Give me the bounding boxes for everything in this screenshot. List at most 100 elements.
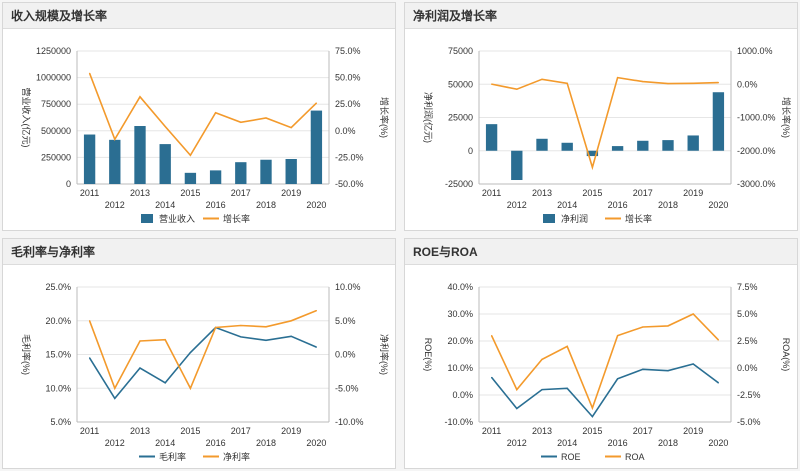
- y-tick-label-right: 7.5%: [737, 282, 758, 292]
- bar: [712, 92, 725, 151]
- x-tick-label: 2016: [608, 200, 628, 210]
- y-tick-label-right: -25.0%: [335, 152, 364, 162]
- point: [566, 345, 568, 347]
- legend-swatch: [141, 214, 153, 223]
- bar: [511, 150, 523, 181]
- bar: [687, 135, 699, 151]
- point: [215, 112, 217, 114]
- point: [164, 382, 166, 384]
- x-tick-label: 2013: [532, 426, 552, 436]
- y-tick-label-right: 0.0%: [737, 79, 758, 89]
- bar: [159, 144, 171, 184]
- x-tick-label: 2018: [658, 200, 678, 210]
- y-tick-label-left: 750000: [41, 99, 71, 109]
- point: [591, 407, 593, 409]
- x-tick-label: 2017: [231, 426, 251, 436]
- point: [290, 335, 292, 337]
- chart-revenue: 0 250000 500000 750000 1000000 1250000 -50.0% -…: [21, 46, 390, 224]
- series-line-0: [490, 363, 719, 418]
- y-tick-label-left: 500000: [41, 126, 71, 136]
- y-tick-label-right: 75.0%: [335, 46, 361, 56]
- point: [617, 378, 619, 380]
- x-tick-label: 2015: [180, 426, 200, 436]
- panel-title: 毛利率与净利率: [3, 239, 395, 265]
- point: [642, 80, 644, 83]
- y-tick-label-left: 250000: [41, 152, 71, 162]
- bar: [209, 170, 222, 184]
- x-tick-label: 2014: [557, 438, 577, 448]
- chart-margins: 5.0% 10.0% 15.0% 20.0% 25.0% -10.0% -5.0% 0.0% 5…: [21, 282, 390, 462]
- y-tick-label-right: 2.5%: [737, 336, 758, 346]
- point: [491, 376, 493, 379]
- point: [667, 370, 669, 372]
- point: [114, 397, 116, 399]
- y-tick-label-right: 0.0%: [335, 126, 356, 136]
- point: [692, 313, 694, 315]
- x-tick-label: 2012: [507, 200, 527, 210]
- y-tick-label-left: 0: [66, 179, 71, 189]
- x-tick-label: 2017: [633, 426, 653, 436]
- y-tick-label-left: 75000: [448, 46, 473, 56]
- bar: [134, 126, 146, 184]
- point: [89, 320, 91, 322]
- y-tick-label-right: -1000.0%: [737, 113, 776, 123]
- bar: [83, 134, 96, 184]
- x-tick-label: 2015: [180, 188, 200, 198]
- point: [516, 88, 518, 90]
- point: [164, 339, 166, 341]
- point: [290, 320, 292, 322]
- y-tick-label-left: 30.0%: [447, 309, 473, 319]
- point: [642, 326, 644, 328]
- x-tick-label: 2011: [80, 188, 99, 198]
- y-axis-title-left: 营业收入(亿元): [21, 88, 32, 148]
- bar: [109, 139, 121, 184]
- x-tick-label: 2017: [633, 188, 653, 198]
- legend-label: 增长率: [625, 213, 652, 224]
- x-tick-label: 2018: [658, 438, 678, 448]
- x-tick-label: 2012: [507, 438, 527, 448]
- point: [139, 340, 141, 342]
- point: [541, 389, 543, 391]
- y-tick-label-left: 50000: [448, 79, 473, 89]
- x-tick-label: 2012: [105, 200, 125, 210]
- legend-label: 毛利率: [159, 451, 186, 462]
- y-tick-label-right: -50.0%: [335, 179, 364, 189]
- point: [566, 82, 568, 84]
- legend-label: ROA: [625, 452, 645, 462]
- bar: [310, 110, 323, 184]
- legend-label: 净利润: [561, 213, 588, 224]
- point: [89, 72, 91, 74]
- y-tick-label-right: -3000.0%: [737, 179, 776, 189]
- series-line-1: [88, 309, 317, 391]
- x-tick-label: 2019: [281, 426, 301, 436]
- y-tick-label-right: -2.5%: [737, 390, 761, 400]
- series-line-0: [88, 326, 317, 400]
- bar: [235, 162, 247, 184]
- point: [642, 368, 644, 370]
- y-tick-label-left: 1000000: [36, 73, 71, 83]
- bar: [611, 146, 624, 151]
- y-tick-label-right: 0.0%: [335, 350, 356, 360]
- bar: [536, 138, 548, 151]
- legend-label: 净利率: [223, 451, 250, 462]
- point: [315, 310, 317, 312]
- x-tick-label: 2011: [482, 426, 501, 436]
- point: [164, 125, 166, 128]
- panel-title: ROE与ROA: [405, 239, 797, 265]
- y-tick-label-right: -5.0%: [737, 417, 761, 427]
- y-axis-title-left: 毛利率(%): [21, 334, 32, 375]
- chart-net-profit: -25000 0 25000 50000 75000 -3000.0% -2000.0% -1…: [423, 46, 792, 224]
- x-tick-label: 2019: [281, 188, 301, 198]
- bar: [662, 140, 674, 151]
- point: [667, 82, 669, 85]
- panel-margins: 毛利率与净利率 5.0% 10.0% 15.0% 20.0% 25.0% -10.0% -5…: [2, 238, 396, 469]
- y-tick-label-left: 5.0%: [50, 417, 71, 427]
- bar: [485, 124, 498, 151]
- x-tick-label: 2020: [708, 200, 728, 210]
- point: [189, 154, 191, 156]
- y-axis-title-left: ROE(%): [423, 338, 433, 372]
- series-line-1: [491, 76, 719, 171]
- panel-title: 净利润及增长率: [405, 3, 797, 29]
- bar: [561, 142, 573, 151]
- point: [541, 78, 543, 80]
